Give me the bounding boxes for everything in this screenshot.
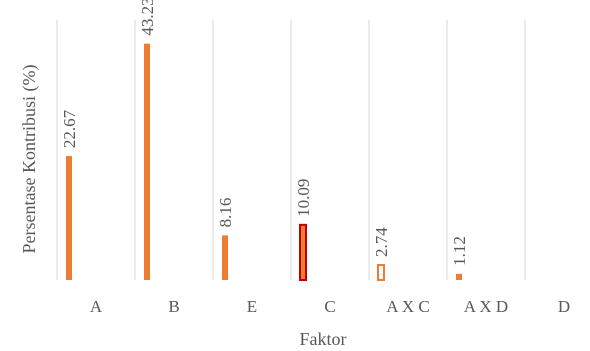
data-label: 2.74	[372, 227, 391, 257]
bar	[377, 264, 385, 281]
bar	[456, 273, 462, 280]
x-tick-label: A	[90, 297, 103, 316]
bars	[66, 43, 462, 282]
bar	[66, 156, 72, 280]
x-tick-label: B	[168, 297, 179, 316]
x-axis-title: Faktor	[300, 329, 347, 349]
data-label: 10.09	[294, 179, 313, 217]
data-label: 8.16	[216, 198, 235, 228]
bar	[299, 223, 307, 282]
data-label: 4.89	[587, 216, 590, 246]
x-tick-label: D	[558, 297, 570, 316]
bar	[144, 43, 150, 281]
y-axis-title: Persentase Kontribusi (%)	[19, 65, 40, 254]
data-label: 1.12	[450, 236, 469, 266]
data-labels: 22.67 43.23 8.16 10.09 2.74 1.12 4.89	[60, 0, 590, 266]
data-label: 43.23	[138, 0, 157, 36]
x-tick-label: E	[247, 297, 257, 316]
bar	[222, 235, 228, 280]
x-tick-label: A X C	[386, 297, 429, 316]
gridlines	[56, 20, 526, 280]
data-label: 22.67	[60, 109, 79, 148]
x-tick-label: C	[324, 297, 335, 316]
x-tick-label: A X D	[464, 297, 508, 316]
